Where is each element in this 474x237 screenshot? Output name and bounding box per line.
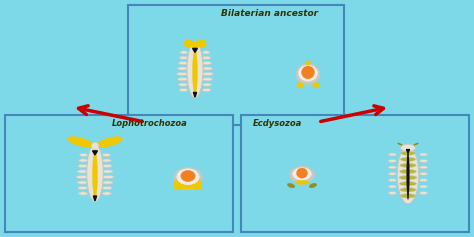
- Ellipse shape: [397, 146, 419, 204]
- Ellipse shape: [102, 181, 113, 184]
- Polygon shape: [192, 48, 197, 52]
- Ellipse shape: [400, 163, 416, 168]
- Ellipse shape: [102, 175, 114, 179]
- Ellipse shape: [419, 166, 428, 169]
- Text: Lophotrochozoa: Lophotrochozoa: [112, 119, 188, 128]
- Ellipse shape: [67, 137, 93, 147]
- Ellipse shape: [202, 56, 211, 59]
- Ellipse shape: [388, 191, 397, 195]
- Ellipse shape: [202, 62, 212, 65]
- Ellipse shape: [388, 179, 397, 182]
- Ellipse shape: [102, 186, 112, 190]
- Ellipse shape: [297, 168, 308, 178]
- Ellipse shape: [407, 150, 409, 199]
- Polygon shape: [92, 151, 98, 155]
- Ellipse shape: [77, 181, 88, 184]
- Text: Bilaterian ancestor: Bilaterian ancestor: [221, 9, 318, 18]
- Ellipse shape: [419, 191, 428, 195]
- Ellipse shape: [79, 192, 88, 195]
- Ellipse shape: [401, 151, 415, 155]
- Ellipse shape: [191, 42, 199, 48]
- Ellipse shape: [78, 164, 88, 168]
- Ellipse shape: [179, 88, 188, 91]
- Text: Ecdysozoa: Ecdysozoa: [253, 119, 302, 128]
- Ellipse shape: [305, 61, 311, 65]
- Ellipse shape: [296, 64, 320, 84]
- Ellipse shape: [77, 170, 88, 173]
- Ellipse shape: [177, 169, 199, 185]
- Ellipse shape: [388, 160, 397, 162]
- Ellipse shape: [187, 42, 203, 98]
- Ellipse shape: [400, 169, 417, 174]
- Ellipse shape: [202, 88, 211, 91]
- Ellipse shape: [202, 72, 213, 76]
- Ellipse shape: [399, 175, 417, 180]
- Ellipse shape: [102, 164, 112, 168]
- Ellipse shape: [388, 172, 397, 175]
- Ellipse shape: [401, 194, 416, 198]
- Ellipse shape: [419, 179, 428, 182]
- Ellipse shape: [180, 51, 188, 54]
- Ellipse shape: [178, 62, 188, 65]
- Ellipse shape: [313, 82, 319, 88]
- Ellipse shape: [297, 82, 303, 88]
- FancyBboxPatch shape: [174, 181, 202, 189]
- Ellipse shape: [400, 182, 417, 186]
- Ellipse shape: [202, 83, 212, 86]
- Ellipse shape: [80, 153, 88, 157]
- Ellipse shape: [295, 181, 309, 184]
- Ellipse shape: [292, 168, 311, 180]
- Ellipse shape: [78, 186, 88, 190]
- Ellipse shape: [173, 167, 202, 190]
- Ellipse shape: [388, 185, 397, 188]
- Ellipse shape: [202, 67, 212, 70]
- Ellipse shape: [401, 157, 416, 161]
- Ellipse shape: [177, 67, 188, 70]
- Ellipse shape: [102, 153, 110, 157]
- Ellipse shape: [401, 144, 415, 152]
- FancyBboxPatch shape: [128, 5, 344, 125]
- Ellipse shape: [192, 50, 197, 94]
- Ellipse shape: [91, 142, 99, 150]
- Ellipse shape: [179, 56, 188, 59]
- Ellipse shape: [301, 66, 314, 79]
- Ellipse shape: [290, 166, 314, 183]
- Ellipse shape: [419, 172, 428, 175]
- Ellipse shape: [400, 188, 416, 192]
- Ellipse shape: [184, 40, 193, 48]
- Ellipse shape: [76, 175, 88, 179]
- Ellipse shape: [177, 78, 188, 81]
- FancyBboxPatch shape: [5, 115, 233, 232]
- Ellipse shape: [178, 83, 188, 86]
- Ellipse shape: [388, 166, 397, 169]
- Ellipse shape: [181, 170, 195, 182]
- Ellipse shape: [102, 170, 113, 173]
- Polygon shape: [193, 92, 197, 97]
- Ellipse shape: [92, 152, 98, 197]
- Ellipse shape: [197, 40, 206, 48]
- Ellipse shape: [419, 153, 428, 156]
- Ellipse shape: [287, 183, 295, 188]
- Ellipse shape: [202, 51, 210, 54]
- Ellipse shape: [419, 185, 428, 188]
- Ellipse shape: [419, 160, 428, 162]
- Ellipse shape: [177, 72, 188, 76]
- Polygon shape: [406, 150, 410, 153]
- Ellipse shape: [309, 183, 317, 188]
- Ellipse shape: [102, 192, 111, 195]
- Ellipse shape: [102, 159, 111, 162]
- Ellipse shape: [79, 159, 88, 162]
- Ellipse shape: [97, 137, 122, 147]
- Ellipse shape: [202, 78, 212, 81]
- Ellipse shape: [87, 144, 103, 202]
- FancyBboxPatch shape: [241, 115, 469, 232]
- Polygon shape: [93, 196, 97, 201]
- Ellipse shape: [388, 153, 397, 156]
- Ellipse shape: [299, 65, 318, 81]
